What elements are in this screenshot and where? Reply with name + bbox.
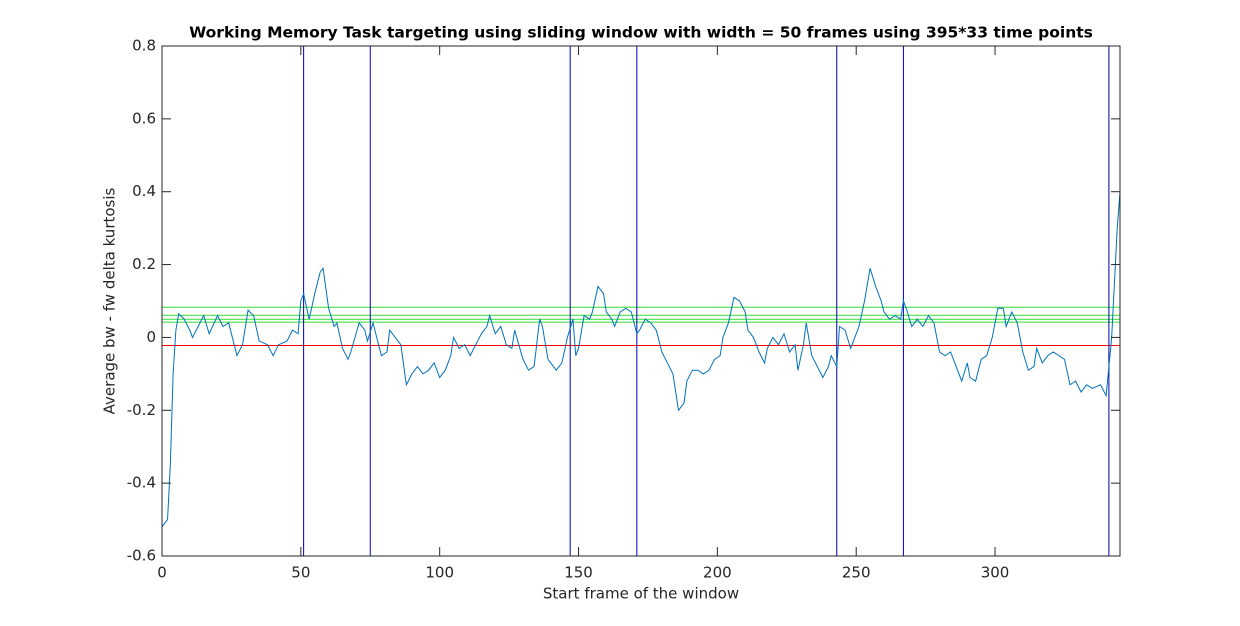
y-axis-label: Average bw - fw delta kurtosis bbox=[101, 187, 119, 414]
y-tick-label: 0.8 bbox=[132, 37, 156, 55]
x-tick-label: 200 bbox=[703, 564, 732, 582]
axes-box bbox=[161, 45, 1121, 557]
chart-title: Working Memory Task targeting using slid… bbox=[189, 24, 1093, 42]
y-tick-label: -0.6 bbox=[127, 547, 156, 565]
x-tick-label: 300 bbox=[981, 564, 1010, 582]
x-tick-label: 0 bbox=[157, 564, 167, 582]
y-tick-label: 0.4 bbox=[132, 182, 156, 200]
y-tick-label: -0.2 bbox=[127, 401, 156, 419]
x-tick-label: 250 bbox=[842, 564, 871, 582]
x-axis-label: Start frame of the window bbox=[543, 585, 739, 603]
x-tick-label: 150 bbox=[564, 564, 593, 582]
x-tick-label: 100 bbox=[425, 564, 454, 582]
y-tick-label: 0.2 bbox=[132, 255, 156, 273]
y-tick-label: 0 bbox=[146, 328, 156, 346]
y-tick-label: -0.4 bbox=[127, 474, 156, 492]
x-tick-label: 50 bbox=[291, 564, 310, 582]
data-line bbox=[161, 191, 1121, 528]
y-tick-label: 0.6 bbox=[132, 109, 156, 127]
